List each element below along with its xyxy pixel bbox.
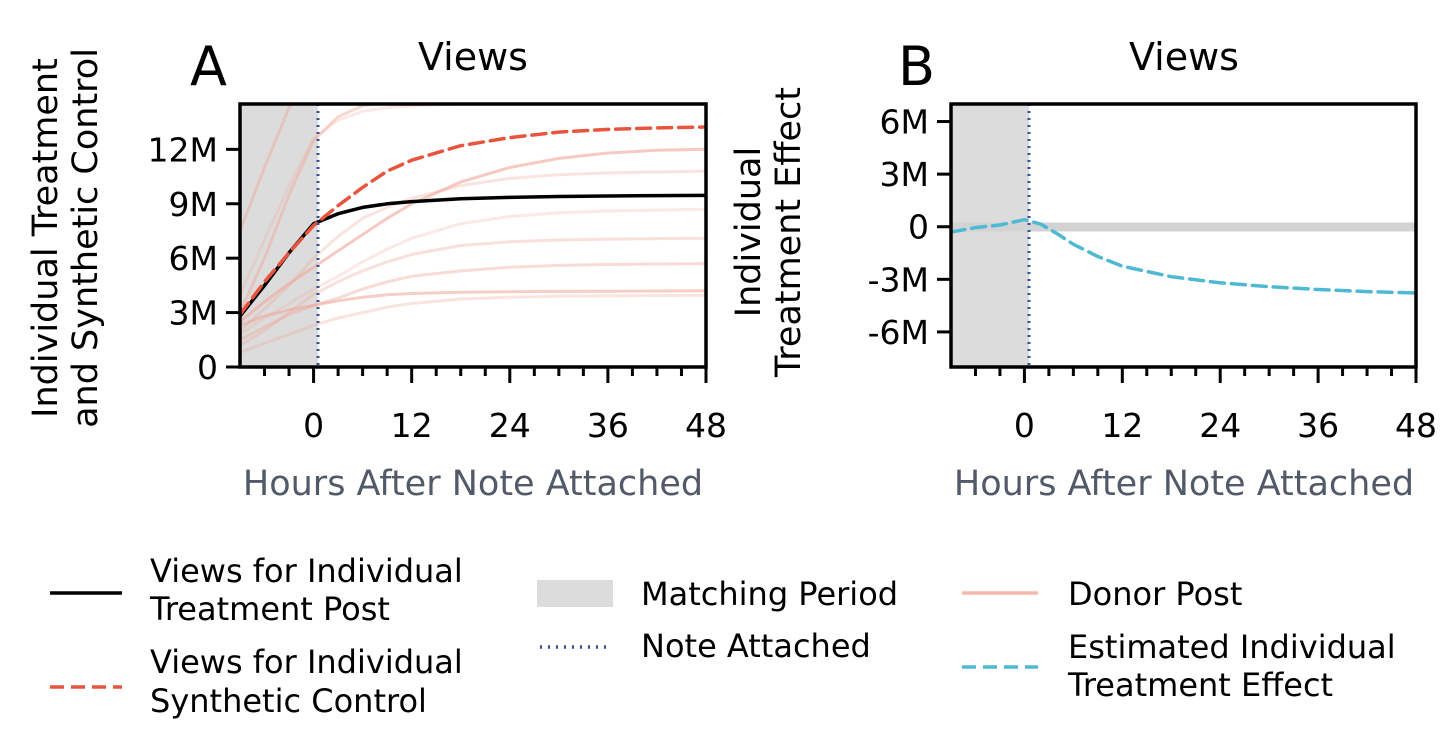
panel-a-y-axis: 0 3M 6M 9M 12M — [148, 130, 240, 387]
panel-b-y-tick-label: 0 — [908, 208, 929, 247]
panel-a-ylabel-line-2: and Synthetic Control — [66, 48, 106, 428]
panel-a-frame — [238, 102, 708, 369]
panel-a-x-axis-label: Hours After Note Attached — [243, 464, 703, 504]
legend-label-synthetic-line-1: Views for Individual — [150, 643, 463, 681]
legend-label-donor-post: Donor Post — [1068, 575, 1242, 613]
legend-label-treatment-line-1: Views for Individual — [150, 552, 463, 590]
panel-b-x-tick-label: 48 — [1395, 406, 1437, 445]
panel-b-x-tick-label: 0 — [1014, 406, 1035, 445]
panel-a-title: Views — [418, 35, 528, 79]
panel-a: A Views Individual Treatment and Synthet… — [26, 35, 727, 504]
panel-b-y-axis-label: Individual Treatment Effect — [729, 87, 809, 378]
legend-swatch-matching-period — [537, 580, 613, 607]
panel-b-ylabel-line-1: Individual — [729, 147, 769, 317]
panel-b-y-tick-label: -3M — [868, 260, 929, 299]
panel-a-ylabel-line-1: Individual Treatment — [26, 58, 66, 418]
panel-a-y-tick-label: 0 — [197, 348, 218, 387]
panel-a-synthetic-control-line — [240, 125, 706, 317]
panel-a-label: A — [190, 35, 227, 98]
panel-b-x-tick-label: 12 — [1101, 406, 1143, 445]
panel-b-x-tick-label: 24 — [1199, 406, 1241, 445]
panel-a-x-tick-label: 36 — [587, 406, 629, 445]
legend-item-synthetic: Views for Individual Synthetic Control — [50, 643, 463, 720]
panel-a-x-tick-label: 48 — [685, 406, 727, 445]
panel-b-x-axis: 0 12 24 36 48 — [973, 367, 1437, 445]
panel-b-title: Views — [1129, 35, 1239, 79]
panel-a-donor-line-3 — [240, 104, 386, 315]
panel-a-donor-line-6 — [240, 236, 706, 347]
panel-a-x-tick-label: 24 — [489, 406, 531, 445]
panel-a-y-tick-label: 3M — [169, 294, 218, 333]
legend-label-synthetic-line-2: Synthetic Control — [150, 682, 427, 720]
legend-label-matching-period: Matching Period — [641, 575, 898, 613]
panel-b-treatment-effect-line — [951, 217, 1416, 295]
panel-b-y-tick-label: -6M — [868, 313, 929, 352]
panel-a-donor-line-9 — [240, 104, 706, 296]
panel-a-main-lines — [240, 125, 706, 318]
legend-label-effect-line-2: Treatment Effect — [1067, 666, 1333, 704]
panel-b-y-axis: 6M 3M 0 -3M -6M — [868, 103, 951, 352]
panel-a-donor-line-7 — [240, 293, 706, 354]
legend-item-matching-period: Matching Period — [537, 575, 898, 613]
panel-a-y-axis-label: Individual Treatment and Synthetic Contr… — [26, 48, 106, 428]
panel-b-label: B — [898, 35, 935, 98]
panel-b-effect-line — [951, 217, 1416, 295]
legend-label-note-attached: Note Attached — [641, 627, 871, 665]
panel-a-x-axis: 0 12 24 36 48 — [263, 367, 727, 445]
legend-item-treatment: Views for Individual Treatment Post — [50, 552, 463, 628]
panel-b-x-axis-label: Hours After Note Attached — [954, 464, 1414, 504]
panel-a-donor-line-2 — [240, 289, 706, 327]
panel-b-matching-period — [951, 104, 1029, 367]
legend-label-treatment-line-2: Treatment Post — [149, 590, 390, 628]
panel-a-y-tick-label: 12M — [148, 130, 218, 169]
panel-a-x-tick-label: 12 — [391, 406, 433, 445]
panel-a-donor-line-5 — [240, 262, 706, 342]
panel-b-y-tick-label: 3M — [880, 155, 929, 194]
legend-item-note-attached: Note Attached — [540, 627, 871, 665]
panel-b-x-tick-label: 36 — [1297, 406, 1339, 445]
panel-b-y-tick-label: 6M — [880, 103, 929, 142]
panel-a-x-tick-label: 0 — [303, 406, 324, 445]
panel-b-ylabel-line-2: Treatment Effect — [769, 87, 809, 378]
panel-a-y-tick-label: 6M — [169, 239, 218, 278]
panel-a-y-tick-label: 9M — [169, 185, 218, 224]
panel-a-donor-line-1 — [240, 147, 706, 324]
legend-label-effect-line-1: Estimated Individual — [1068, 628, 1396, 666]
panel-b-frame — [949, 102, 1418, 369]
panel-b: B Views Individual Treatment Effect 0 12 2… — [729, 35, 1437, 504]
legend-item-effect: Estimated Individual Treatment Effect — [962, 628, 1396, 704]
panel-a-donor-line-10 — [240, 207, 706, 336]
legend-item-donor-post: Donor Post — [962, 575, 1242, 613]
legend: Views for Individual Treatment Post View… — [50, 552, 1396, 720]
